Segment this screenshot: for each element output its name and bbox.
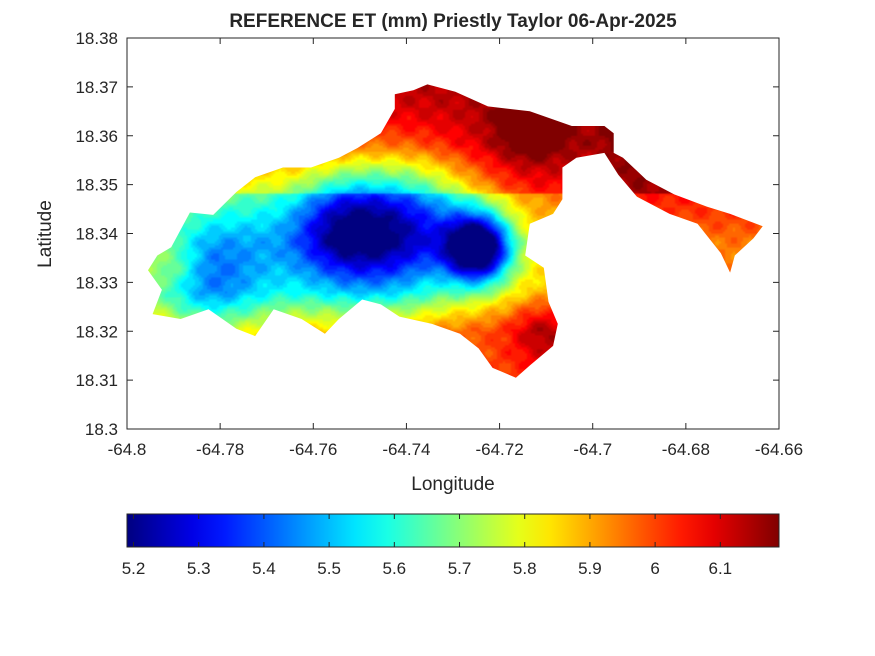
x-tick-label: -64.78 [196, 440, 244, 459]
x-tick-label: -64.7 [573, 440, 612, 459]
y-tick-label: 18.33 [75, 273, 118, 292]
y-tick-label: 18.37 [75, 78, 118, 97]
y-tick-label: 18.36 [75, 127, 118, 146]
y-tick-label: 18.34 [75, 225, 118, 244]
colorbar-ticks: 5.2 5.3 5.4 5.5 5.6 5.7 5.8 5.9 6 6.1 [122, 514, 732, 578]
colorbar-tick-label: 5.3 [187, 559, 211, 578]
x-tick-label: -64.76 [289, 440, 337, 459]
x-tick-label: -64.68 [662, 440, 710, 459]
colorbar [126, 513, 780, 548]
x-axis: -64.8 -64.78 -64.76 -64.74 -64.72 -64.7 -64.68… [108, 38, 803, 459]
colorbar-tick-label: 5.5 [317, 559, 341, 578]
y-tick-label: 18.35 [75, 176, 118, 195]
x-axis-label: Longitude [411, 474, 494, 495]
colorbar-tick-label: 5.2 [122, 559, 146, 578]
colorbar-tick-label: 5.6 [382, 559, 406, 578]
colorbar-tick-label: 5.4 [252, 559, 276, 578]
y-axis-label: Latitude [35, 200, 56, 268]
y-tick-label: 18.32 [75, 322, 118, 341]
colorbar-tick-label: 6.1 [708, 559, 732, 578]
colorbar-tick-label: 6 [650, 559, 659, 578]
colorbar-tick-label: 5.7 [448, 559, 472, 578]
x-tick-label: -64.72 [475, 440, 523, 459]
x-tick-label: -64.66 [755, 440, 803, 459]
chart-title: REFERENCE ET (mm) Priestly Taylor 06-Apr… [229, 11, 677, 32]
colorbar-tick-label: 5.9 [578, 559, 602, 578]
x-tick-label: -64.8 [108, 440, 147, 459]
y-axis: 18.3 18.31 18.32 18.33 18.34 18.35 18.36 18.37 1… [75, 29, 779, 439]
y-tick-label: 18.3 [85, 420, 118, 439]
x-tick-label: -64.74 [382, 440, 430, 459]
colorbar-tick-label: 5.8 [513, 559, 537, 578]
y-tick-label: 18.31 [75, 371, 118, 390]
y-tick-label: 18.38 [75, 29, 118, 48]
